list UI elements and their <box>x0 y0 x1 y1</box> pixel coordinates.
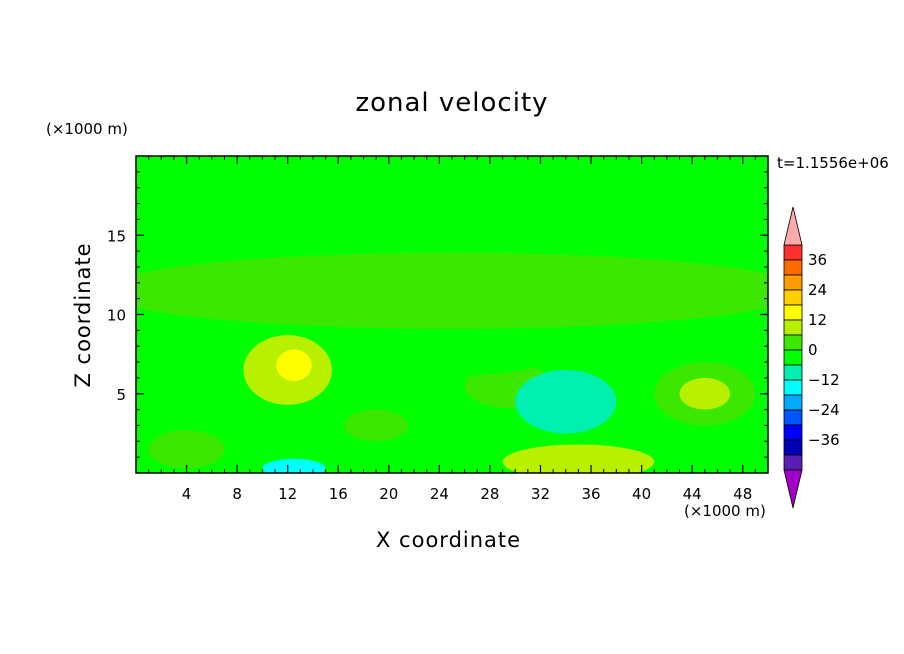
x-tick-label: 4 <box>182 485 192 503</box>
contour-region <box>338 347 541 377</box>
x-tick-label: 32 <box>531 485 550 503</box>
x-tick-label: 12 <box>278 485 297 503</box>
contour-region <box>673 442 737 462</box>
contour-region <box>344 409 408 442</box>
contour-region <box>136 252 768 329</box>
colorbar-swatch <box>783 454 803 471</box>
y-tick-label: 5 <box>116 386 126 404</box>
z-axis-unit: (×1000 m) <box>46 120 128 138</box>
colorbar-over-triangle <box>783 206 803 246</box>
colorbar-swatch <box>783 364 803 381</box>
colorbar-label: 12 <box>808 311 827 329</box>
contour-region <box>540 455 617 473</box>
y-tick-label: 10 <box>107 307 126 325</box>
contour-region <box>148 430 225 469</box>
colorbar-label: −36 <box>808 431 840 449</box>
contour-region <box>262 458 326 473</box>
x-axis-unit: (×1000 m) <box>684 502 766 520</box>
y-axis-label: Z coordinate <box>71 242 95 388</box>
colorbar-label: 24 <box>808 281 827 299</box>
colorbar-under-triangle <box>783 469 803 509</box>
colorbar-label: 36 <box>808 251 827 269</box>
colorbar-swatch <box>783 244 803 261</box>
colorbar-swatch <box>783 334 803 351</box>
contour-region <box>682 290 703 307</box>
chart-title: zonal velocity <box>355 88 549 118</box>
x-tick-label: 40 <box>632 485 651 503</box>
colorbar-swatch <box>783 379 803 396</box>
colorbar-swatch <box>783 349 803 366</box>
x-tick-label: 28 <box>480 485 499 503</box>
x-tick-label: 36 <box>581 485 600 503</box>
colorbar-swatch <box>783 319 803 336</box>
contour-region <box>489 187 768 236</box>
y-tick-label: 15 <box>107 227 126 245</box>
contour-field <box>136 156 768 473</box>
colorbar-swatch <box>783 409 803 426</box>
x-tick-label: 24 <box>430 485 449 503</box>
timestamp-label: t=1.1556e+06 <box>777 154 889 172</box>
x-tick-label: 20 <box>379 485 398 503</box>
x-tick-label: 16 <box>329 485 348 503</box>
x-axis-label: X coordinate <box>376 528 522 552</box>
colorbar-label: 0 <box>808 341 818 359</box>
colorbar-label: −12 <box>808 371 840 389</box>
colorbar-swatch <box>783 424 803 441</box>
colorbar-swatch <box>783 274 803 291</box>
colorbar: 36 24 12 0 −12 −24 −36 <box>783 206 840 509</box>
x-tick-label: 8 <box>232 485 242 503</box>
x-tick-label: 44 <box>683 485 702 503</box>
colorbar-swatch <box>783 439 803 456</box>
x-tick-label: 48 <box>733 485 752 503</box>
contour-region <box>679 377 731 410</box>
colorbar-label: −24 <box>808 401 840 419</box>
colorbar-swatch <box>783 259 803 276</box>
colorbar-swatch <box>783 304 803 321</box>
contour-region <box>276 349 312 382</box>
colorbar-swatch <box>783 289 803 306</box>
contour-region <box>515 369 617 434</box>
colorbar-swatch <box>783 394 803 411</box>
